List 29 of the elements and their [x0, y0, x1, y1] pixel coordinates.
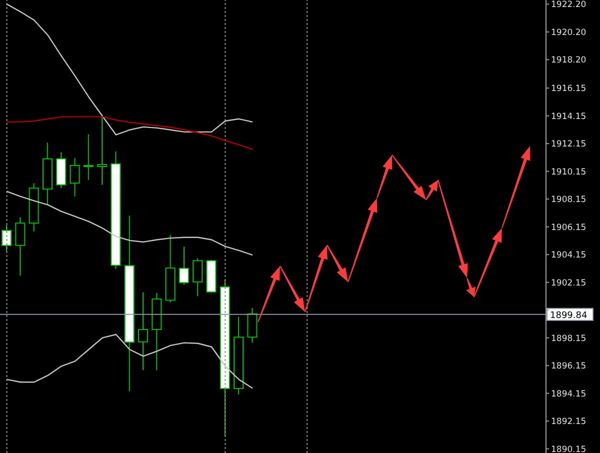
line-series [6, 116, 254, 150]
y-tick-label: 1908.15 [551, 195, 586, 206]
candlestick [247, 307, 258, 344]
candlestick [138, 292, 148, 371]
candlestick [83, 134, 94, 180]
y-tick-label: 1910.15 [551, 167, 586, 178]
y-tick-label: 1906.15 [551, 222, 586, 233]
y-tick-label: 1914.15 [551, 112, 586, 122]
y-tick-label: 1894.15 [551, 389, 586, 400]
candlestick [97, 115, 108, 186]
y-tick-label: 1892.15 [551, 417, 586, 428]
y-tick-label: 1904.15 [551, 250, 586, 261]
candlestick [192, 258, 203, 297]
candlestick [15, 216, 26, 276]
y-tick-label: 1898.15 [551, 334, 586, 344]
line-series [6, 190, 254, 256]
y-tick-label: 1902.15 [551, 278, 586, 288]
line-series [6, 4, 254, 136]
y-tick-label: 1912.15 [551, 140, 586, 150]
candlestick [178, 246, 189, 286]
line-series [6, 334, 254, 389]
candlestick [70, 158, 80, 197]
y-tick-label: 1922.20 [551, 0, 586, 10]
y-tick-label: 1890.15 [551, 444, 586, 453]
y-tick-label: 1918.20 [551, 56, 586, 66]
ref-line-label: 1899.84 [550, 310, 588, 321]
y-tick-label: 1896.15 [551, 362, 586, 372]
y-tick-label: 1916.15 [551, 84, 586, 94]
y-tick-label: 1920.20 [551, 28, 586, 38]
